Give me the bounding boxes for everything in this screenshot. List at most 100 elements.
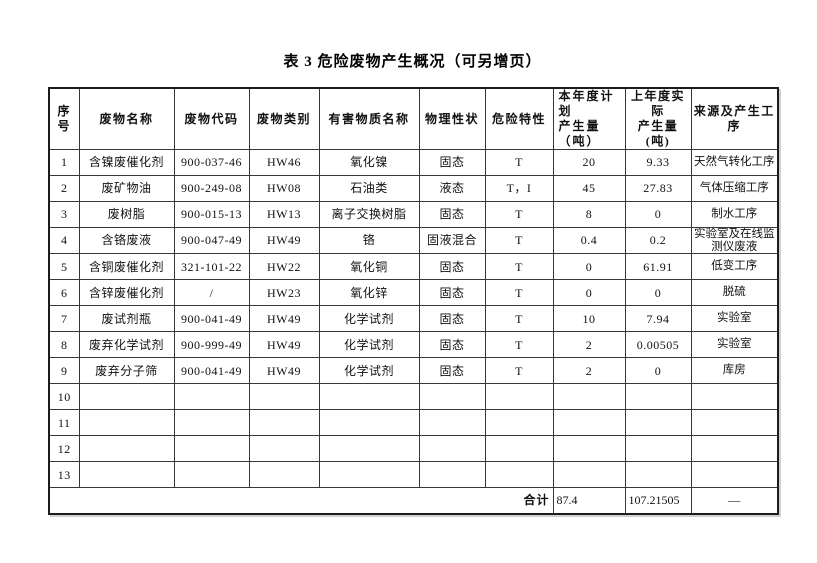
cell-state: 固态 — [418, 305, 486, 333]
table-header-row: 序 号废物名称 废物代码 废物类别 有害物质名称 物理性状 危险特性 本年度计划 产生量 （… — [48, 87, 779, 150]
cell-state: 固态 — [418, 279, 486, 307]
table-row: 9 废弃分子筛 900-041-49 HW49 化学试剂 固态 T 2 0 库房 — [48, 357, 779, 385]
total-label: 合计 — [48, 487, 554, 515]
cell-source: 实验室 — [690, 331, 779, 359]
cell-actual: 9.33 — [624, 149, 692, 176]
table-row: 7 废试剂瓶 900-041-49 HW49 化学试剂 固态 T 10 7.94 实验室 — [48, 305, 779, 333]
cell-actual: 0.00505 — [624, 331, 692, 359]
cell-code: 900-047-49 — [173, 226, 250, 255]
cell-index: 11 — [48, 409, 80, 437]
cell-actual — [624, 383, 692, 411]
column-header-hazard: 危险特性 — [484, 87, 554, 150]
cell-state — [418, 461, 486, 489]
cell-hazard: T — [484, 357, 554, 385]
total-row: 合计 87.4 107.21505— — [48, 487, 779, 515]
cell-code — [173, 435, 250, 463]
cell-planned: 0 — [552, 253, 626, 281]
cell-source: 库房 — [690, 357, 779, 385]
cell-substance: 离子交换树脂 — [318, 201, 420, 228]
cell-state — [418, 409, 486, 437]
total-actual-value: 107.21505 — [624, 487, 692, 515]
cell-index: 4 — [48, 226, 80, 255]
table-row: 13 — [48, 461, 779, 489]
cell-state: 液态 — [418, 175, 486, 202]
cell-actual — [624, 461, 692, 489]
cell-name: 废矿物油 — [78, 175, 175, 202]
cell-name: 废弃分子筛 — [78, 357, 175, 385]
cell-state: 固液混合 — [418, 226, 486, 255]
column-header-source: 来源及产生工序 — [690, 87, 779, 150]
cell-substance — [318, 435, 420, 463]
cell-category: HW49 — [248, 331, 320, 359]
cell-planned: 10 — [552, 305, 626, 333]
cell-index: 1 — [48, 149, 80, 176]
total-source-dash: — — [690, 487, 779, 515]
cell-substance: 氧化镍 — [318, 149, 420, 176]
cell-state — [418, 435, 486, 463]
cell-code: / — [173, 279, 250, 307]
cell-category — [248, 435, 320, 463]
cell-hazard: T — [484, 226, 554, 255]
cell-substance: 氧化铜 — [318, 253, 420, 281]
cell-code — [173, 383, 250, 411]
cell-hazard: T — [484, 201, 554, 228]
cell-planned: 45 — [552, 175, 626, 202]
cell-index: 7 — [48, 305, 80, 333]
cell-category: HW08 — [248, 175, 320, 202]
cell-hazard: T — [484, 253, 554, 281]
cell-planned: 8 — [552, 201, 626, 228]
table-body: 1 含镍废催化剂 900-037-46 HW46 氧化镍 固态 T 20 9.33 天然气转化工序… — [48, 149, 779, 515]
cell-source: 实验室 — [690, 305, 779, 333]
cell-category: HW23 — [248, 279, 320, 307]
cell-substance: 化学试剂 — [318, 331, 420, 359]
cell-hazard: T — [484, 149, 554, 176]
cell-planned: 0 — [552, 279, 626, 307]
cell-substance — [318, 461, 420, 489]
cell-name: 含锌废催化剂 — [78, 279, 175, 307]
cell-index: 6 — [48, 279, 80, 307]
cell-code: 900-999-49 — [173, 331, 250, 359]
cell-source — [690, 435, 779, 463]
cell-actual: 0 — [624, 357, 692, 385]
cell-name — [78, 435, 175, 463]
cell-name: 含铜废催化剂 — [78, 253, 175, 281]
cell-state — [418, 383, 486, 411]
cell-category — [248, 409, 320, 437]
cell-category — [248, 383, 320, 411]
cell-substance: 铬 — [318, 226, 420, 255]
cell-hazard: T — [484, 331, 554, 359]
cell-code — [173, 461, 250, 489]
cell-hazard: T — [484, 279, 554, 307]
cell-code — [173, 409, 250, 437]
cell-planned — [552, 383, 626, 411]
cell-hazard — [484, 409, 554, 437]
cell-planned — [552, 435, 626, 463]
cell-category: HW49 — [248, 357, 320, 385]
column-header-actual: 上年度实际 产生量(吨) — [624, 87, 692, 150]
column-header-index: 序 号 — [48, 87, 80, 150]
cell-code: 900-041-49 — [173, 305, 250, 333]
cell-source — [690, 461, 779, 489]
cell-actual — [624, 435, 692, 463]
cell-substance: 石油类 — [318, 175, 420, 202]
table-row: 1 含镍废催化剂 900-037-46 HW46 氧化镍 固态 T 20 9.33 天然气转化工序 — [48, 149, 779, 176]
page-title: 表 3 危险废物产生概况（可另增页） — [283, 54, 542, 70]
column-header-name: 废物名称 — [78, 87, 175, 150]
cell-state: 固态 — [418, 331, 486, 359]
cell-index: 3 — [48, 201, 80, 228]
table-row: 3 废树脂 900-015-13 HW13 离子交换树脂 固态 T 8 0 制水工序 — [48, 201, 779, 228]
cell-planned: 20 — [552, 149, 626, 176]
cell-source: 气体压缩工序 — [690, 175, 779, 202]
cell-state: 固态 — [418, 357, 486, 385]
cell-category: HW22 — [248, 253, 320, 281]
cell-actual: 0.2 — [624, 226, 692, 255]
cell-category: HW46 — [248, 149, 320, 176]
table-row: 8 废弃化学试剂 900-999-49 HW49 化学试剂 固态 T 2 0.00505 实验室 — [48, 331, 779, 359]
cell-category: HW49 — [248, 305, 320, 333]
cell-actual: 0 — [624, 201, 692, 228]
cell-name: 含镍废催化剂 — [78, 149, 175, 176]
cell-substance — [318, 383, 420, 411]
cell-code: 900-015-13 — [173, 201, 250, 228]
total-planned-value: 87.4 — [552, 487, 626, 515]
